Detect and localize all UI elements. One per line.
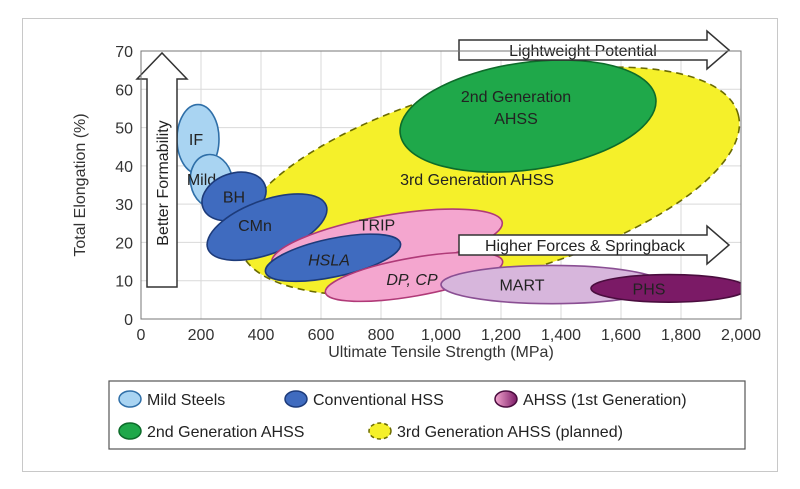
higher-forces-arrow: Higher Forces & Springback (458, 224, 731, 266)
legend-swatch (118, 390, 142, 408)
higher-forces-label: Higher Forces & Springback (485, 238, 686, 255)
plot-border (140, 50, 742, 320)
legend-label: 2nd Generation AHSS (147, 424, 304, 441)
legend-box (108, 380, 746, 450)
x-tick-label: 1,200 (481, 327, 521, 344)
legend-label: AHSS (1st Generation) (523, 392, 687, 409)
y-axis-title: Total Elongation (%) (72, 113, 89, 256)
region-2nd-generation-ahss-shape (399, 59, 657, 173)
region-label: MART (499, 278, 544, 295)
x-tick-label: 800 (368, 327, 395, 344)
x-tick-label: 2,000 (721, 327, 761, 344)
y-tick-label: 20 (115, 235, 133, 252)
x-tick-label: 400 (248, 327, 275, 344)
region-dp-cp-shape (324, 251, 504, 303)
y-tick-label: 50 (115, 121, 133, 138)
y-tick-label: 0 (124, 312, 133, 329)
elongation-strength-chart: 3rd Generation AHSS 2nd Generation AHSS IF M… (72, 29, 762, 450)
region-label: TRIP (359, 217, 395, 234)
region-phs-shape (590, 273, 741, 303)
legend-swatch (494, 390, 518, 408)
legend: Mild Steels Conventional HSS AHSS (1st Gen… (108, 380, 746, 450)
legend-item-ahss1: AHSS (1st Generation) (494, 390, 687, 409)
regions: 3rd Generation AHSS 2nd Generation AHSS IF M… (176, 59, 741, 305)
x-tick-label: 0 (137, 327, 146, 344)
region-label: 2nd Generation AHSS (461, 89, 571, 128)
region-label: CMn (238, 218, 272, 235)
region-hsla-shape (264, 233, 402, 283)
region-phs: PHS (590, 273, 741, 303)
x-tick-label: 600 (308, 327, 335, 344)
legend-swatch (118, 422, 142, 440)
x-axis-title: Ultimate Tensile Strength (MPa) (328, 344, 554, 361)
legend-item-gen2: 2nd Generation AHSS (118, 422, 304, 441)
x-tick-label: 1,600 (601, 327, 641, 344)
region-dp-cp: DP, CP (324, 251, 504, 303)
x-tick-label: 1,400 (541, 327, 581, 344)
legend-item-gen3: 3rd Generation AHSS (planned) (368, 422, 623, 441)
better-formability-label: Better Formability (155, 120, 172, 245)
x-tick-label: 1,000 (421, 327, 461, 344)
region-label: 3rd Generation AHSS (400, 172, 554, 189)
legend-swatch (284, 390, 308, 408)
x-tick-label: 200 (188, 327, 215, 344)
region-label: BH (223, 189, 245, 206)
y-tick-label: 10 (115, 274, 133, 291)
y-tick-label: 60 (115, 82, 133, 99)
y-tick-label: 30 (115, 197, 133, 214)
annotations: Better Formability Lightweight Potential H… (135, 29, 731, 288)
y-ticks: 0 10 20 30 40 50 60 70 (115, 44, 133, 329)
y-tick-label: 40 (115, 159, 133, 176)
legend-label: 3rd Generation AHSS (planned) (397, 424, 623, 441)
region-label: DP, CP (386, 272, 438, 289)
y-tick-label: 70 (115, 44, 133, 61)
lightweight-potential-arrow: Lightweight Potential (458, 29, 731, 71)
region-label: IF (189, 132, 203, 149)
region-label: Mild (187, 172, 216, 189)
region-label: HSLA (308, 253, 350, 270)
region-label: PHS (633, 281, 666, 298)
region-hsla: HSLA (264, 233, 402, 283)
x-tick-label: 1,800 (661, 327, 701, 344)
x-ticks: 0 200 400 600 800 1,000 1,200 1,400 1,600 1,800 2,… (137, 327, 762, 344)
legend-item-mild: Mild Steels (118, 390, 225, 409)
better-formability-arrow: Better Formability (135, 51, 189, 288)
legend-swatch (368, 422, 392, 440)
legend-label: Conventional HSS (313, 392, 444, 409)
chart-frame: 3rd Generation AHSS 2nd Generation AHSS IF M… (22, 18, 778, 472)
legend-label: Mild Steels (147, 392, 225, 409)
region-2nd-generation-ahss: 2nd Generation AHSS (399, 59, 657, 173)
legend-item-hss: Conventional HSS (284, 390, 444, 409)
